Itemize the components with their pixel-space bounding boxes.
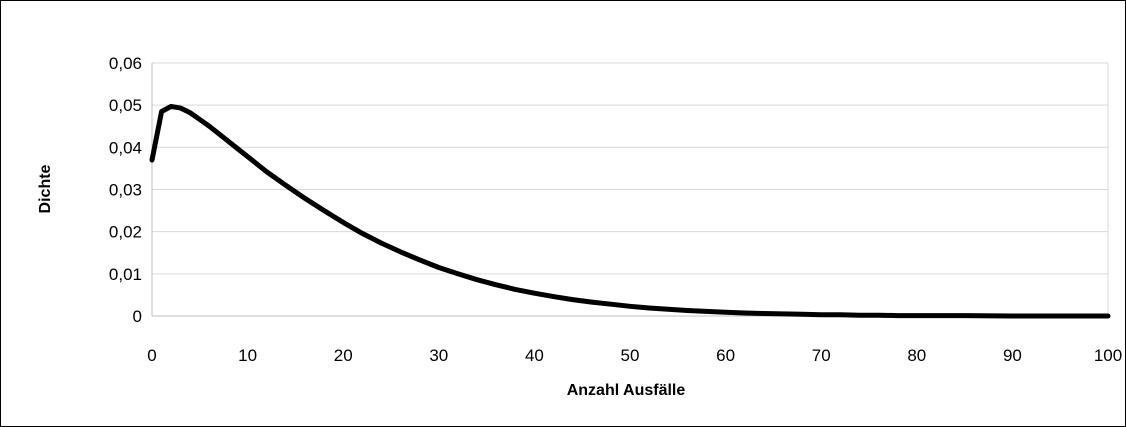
y-tick-label: 0,01: [109, 265, 142, 284]
x-tick-label: 90: [1003, 346, 1022, 365]
y-tick-label: 0,02: [109, 223, 142, 242]
x-tick-label: 20: [334, 346, 353, 365]
x-tick-label: 100: [1094, 346, 1122, 365]
y-tick-label: 0,03: [109, 181, 142, 200]
x-tick-label: 50: [621, 346, 640, 365]
y-tick-label: 0,05: [109, 96, 142, 115]
x-tick-label: 40: [525, 346, 544, 365]
x-tick-label: 70: [812, 346, 831, 365]
x-tick-label: 60: [716, 346, 735, 365]
y-axis-tick-labels: 0 0,01 0,02 0,03 0,04 0,05 0,06: [109, 54, 142, 326]
y-tick-label: 0: [133, 307, 142, 326]
x-tick-label: 30: [429, 346, 448, 365]
y-tick-label: 0,06: [109, 54, 142, 73]
y-axis-title: Dichte: [37, 164, 54, 213]
x-tick-label: 0: [147, 346, 156, 365]
series-line: [149, 103, 1111, 319]
x-axis-title: Anzahl Ausfälle: [567, 382, 686, 399]
gridlines: [152, 62, 1108, 275]
x-tick-label: 80: [907, 346, 926, 365]
y-tick-label: 0,04: [109, 138, 142, 157]
x-tick-label: 10: [238, 346, 257, 365]
x-axis-tick-labels: 0 10 20 30 40 50 60 70 80 90 100: [147, 346, 1122, 365]
